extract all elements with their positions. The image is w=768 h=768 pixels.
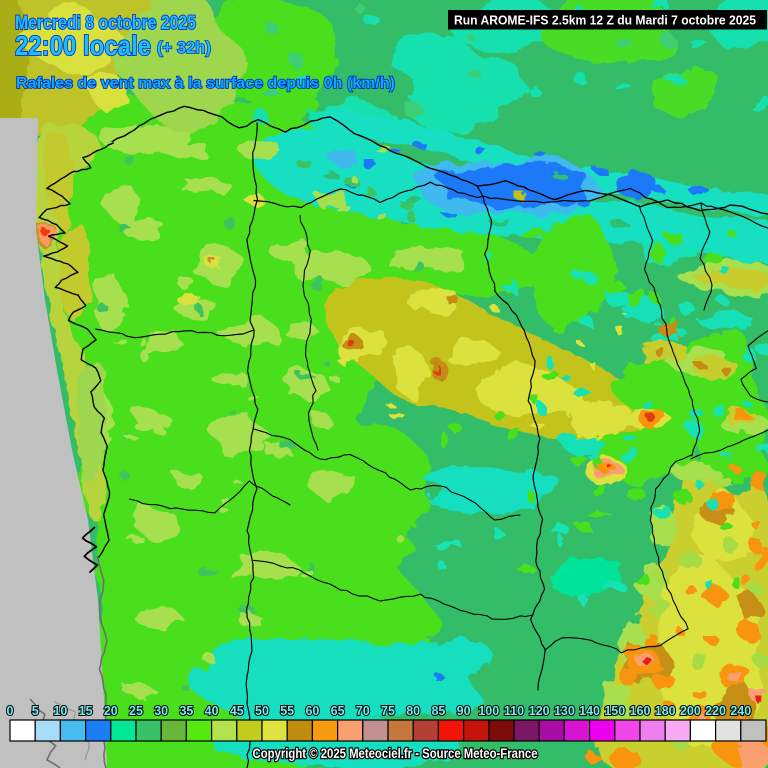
- svg-text:40: 40: [205, 704, 219, 718]
- svg-text:90: 90: [457, 704, 471, 718]
- svg-text:120: 120: [529, 704, 550, 718]
- svg-text:70: 70: [356, 704, 370, 718]
- svg-text:45: 45: [230, 704, 244, 718]
- svg-text:35: 35: [179, 704, 193, 718]
- svg-text:50: 50: [255, 704, 269, 718]
- svg-text:75: 75: [381, 704, 395, 718]
- svg-text:30: 30: [154, 704, 168, 718]
- svg-text:100: 100: [478, 704, 499, 718]
- svg-text:85: 85: [431, 704, 445, 718]
- svg-text:60: 60: [305, 704, 319, 718]
- svg-text:15: 15: [79, 704, 93, 718]
- svg-text:Run AROME-IFS 2.5km 12 Z du Ma: Run AROME-IFS 2.5km 12 Z du Mardi 7 octo…: [454, 13, 756, 28]
- svg-text:110: 110: [504, 704, 524, 718]
- svg-text:220: 220: [705, 704, 726, 718]
- svg-text:130: 130: [554, 704, 575, 718]
- svg-text:200: 200: [680, 704, 701, 718]
- svg-text:160: 160: [630, 704, 651, 718]
- svg-text:25: 25: [129, 704, 143, 718]
- svg-text:Copyright © 2025 Meteociel.fr: Copyright © 2025 Meteociel.fr - Source M…: [253, 746, 538, 761]
- svg-text:20: 20: [104, 704, 118, 718]
- svg-text:140: 140: [579, 704, 600, 718]
- svg-text:10: 10: [53, 704, 67, 718]
- svg-text:0: 0: [7, 704, 14, 718]
- svg-text:(+ 32h): (+ 32h): [157, 38, 211, 57]
- svg-text:Mercredi 8 octobre 2025: Mercredi 8 octobre 2025: [15, 13, 196, 34]
- svg-text:240: 240: [730, 704, 751, 718]
- svg-text:55: 55: [280, 704, 294, 718]
- svg-text:Rafales de vent max à la surfa: Rafales de vent max à la surface depuis …: [16, 75, 395, 92]
- svg-text:65: 65: [331, 704, 345, 718]
- svg-text:180: 180: [655, 704, 676, 718]
- svg-text:150: 150: [604, 704, 625, 718]
- svg-text:80: 80: [406, 704, 420, 718]
- svg-text:5: 5: [32, 704, 39, 718]
- svg-text:22:00 locale: 22:00 locale: [15, 30, 151, 61]
